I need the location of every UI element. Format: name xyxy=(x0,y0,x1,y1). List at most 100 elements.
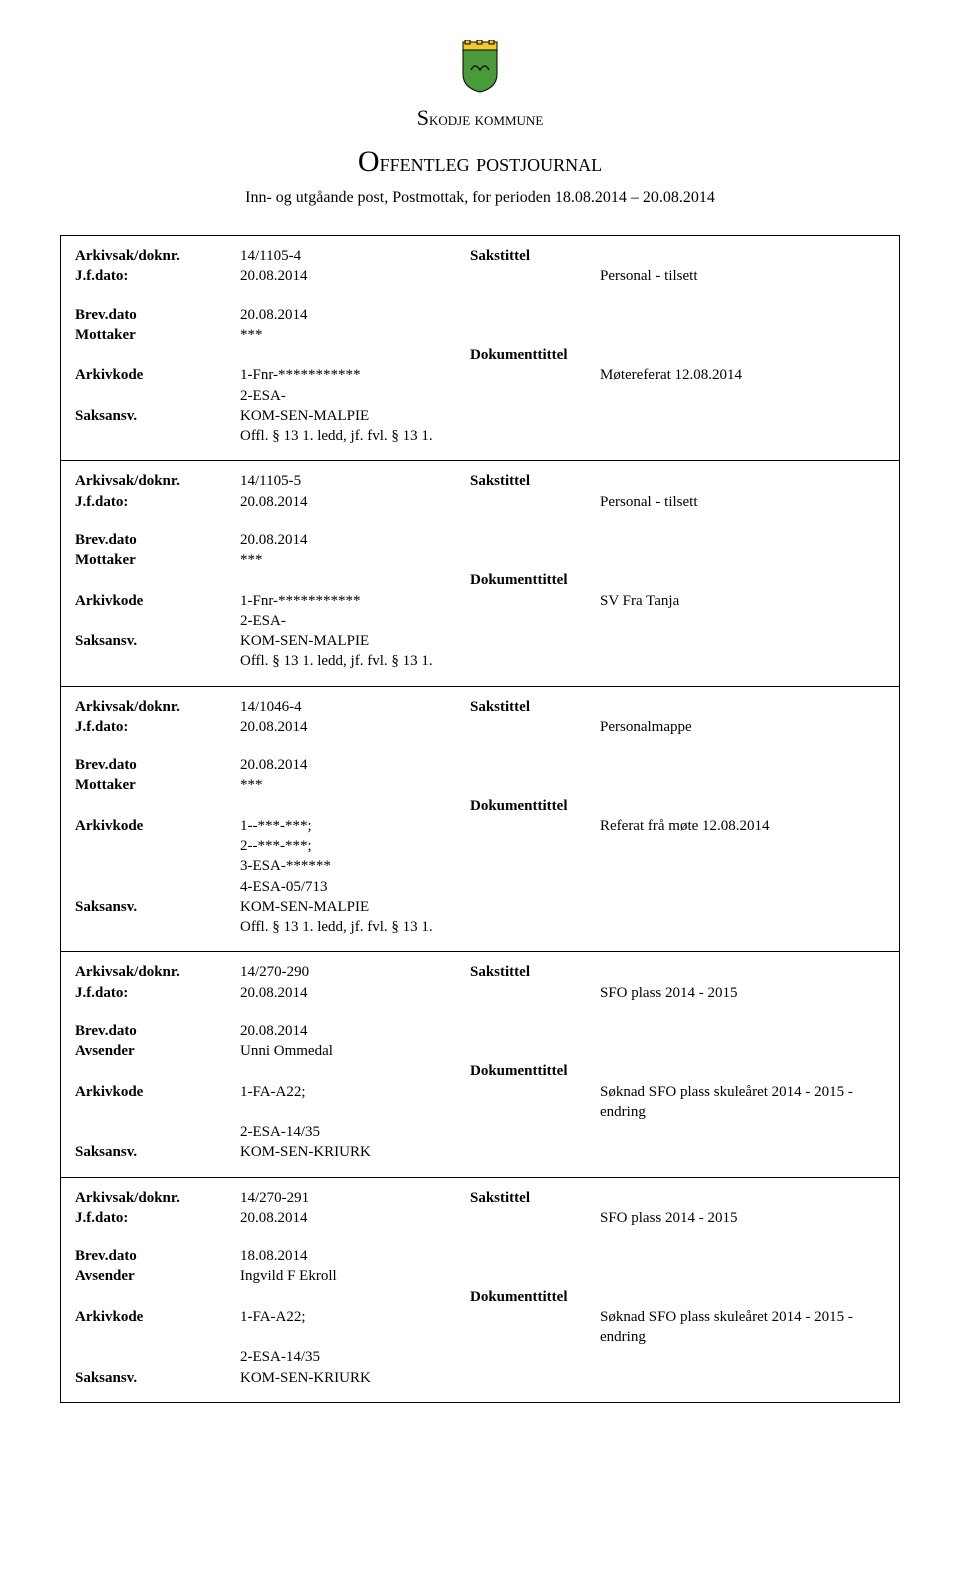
value-arkivsak: 14/270-291 xyxy=(240,1188,470,1208)
row-arkivkode: Arkivkode 1-Fnr-*********** SV Fra Tanja xyxy=(75,591,885,611)
value-sakstittel: Personal - tilsett xyxy=(600,266,885,286)
value-sakstittel: Personal - tilsett xyxy=(600,492,885,512)
label-arkivsak: Arkivsak/doknr. xyxy=(75,471,240,491)
label-arkivkode: Arkivkode xyxy=(75,1082,240,1123)
value-arkivkode: 1-FA-A22; xyxy=(240,1307,470,1348)
label-dokumenttittel: Dokumenttittel xyxy=(470,345,600,365)
record: Arkivsak/doknr. 14/1105-5 Sakstittel J.f… xyxy=(60,460,900,686)
spacer xyxy=(470,1208,600,1228)
value-dokumenttittel: Søknad SFO plass skuleåret 2014 - 2015 -… xyxy=(600,1082,885,1123)
value-brevdato: 20.08.2014 xyxy=(240,755,470,775)
spacer xyxy=(470,717,600,737)
value-brevdato: 20.08.2014 xyxy=(240,530,470,550)
label-sakstittel: Sakstittel xyxy=(470,962,600,982)
label-brevdato: Brev.dato xyxy=(75,1246,240,1266)
row-arkivkode-cont: 2-ESA-14/35 xyxy=(75,1122,885,1142)
row-saksansv: Saksansv. KOM-SEN-MALPIE xyxy=(75,897,885,917)
value-arkivkode-cont: 2--***-***; xyxy=(240,836,470,856)
row-arkivsak: Arkivsak/doknr. 14/1046-4 Sakstittel xyxy=(75,697,885,717)
spacer xyxy=(470,266,600,286)
value-sakstittel: SFO plass 2014 - 2015 xyxy=(600,1208,885,1228)
records-container: Arkivsak/doknr. 14/1105-4 Sakstittel J.f… xyxy=(60,235,900,1403)
label-party: Mottaker xyxy=(75,775,240,795)
row-jfdato: J.f.dato: 20.08.2014 Personal - tilsett xyxy=(75,492,885,512)
label-dokumenttittel: Dokumenttittel xyxy=(470,1287,600,1307)
row-brevdato: Brev.dato 20.08.2014 xyxy=(75,305,885,325)
label-party: Avsender xyxy=(75,1041,240,1061)
value-saksansv: KOM-SEN-MALPIE xyxy=(240,406,470,426)
label-arkivsak: Arkivsak/doknr. xyxy=(75,246,240,266)
row-brevdato: Brev.dato 20.08.2014 xyxy=(75,530,885,550)
spacer xyxy=(75,651,240,671)
value-arkivkode: 1-FA-A22; xyxy=(240,1082,470,1123)
spacer xyxy=(75,1122,240,1142)
value-sakstittel-empty xyxy=(600,962,885,982)
spacer xyxy=(470,1307,600,1348)
value-arkivkode-cont: 3-ESA-****** xyxy=(240,856,470,876)
spacer xyxy=(240,1287,470,1307)
spacer xyxy=(470,492,600,512)
label-saksansv: Saksansv. xyxy=(75,631,240,651)
value-arkivsak: 14/270-290 xyxy=(240,962,470,982)
row-dokumenttittel-label: Dokumenttittel xyxy=(75,796,885,816)
value-jfdato: 20.08.2014 xyxy=(240,717,470,737)
spacer-row xyxy=(75,737,885,755)
row-dokumenttittel-label: Dokumenttittel xyxy=(75,570,885,590)
label-arkivkode: Arkivkode xyxy=(75,816,240,836)
row-party: Mottaker *** xyxy=(75,325,885,345)
row-brevdato: Brev.dato 18.08.2014 xyxy=(75,1246,885,1266)
row-arkivkode: Arkivkode 1--***-***; Referat frå møte 1… xyxy=(75,816,885,836)
value-party: Ingvild F Ekroll xyxy=(240,1266,470,1286)
label-sakstittel: Sakstittel xyxy=(470,1188,600,1208)
label-brevdato: Brev.dato xyxy=(75,530,240,550)
value-sakstittel-empty xyxy=(600,1188,885,1208)
spacer-row xyxy=(75,1003,885,1021)
row-dokumenttittel-label: Dokumenttittel xyxy=(75,345,885,365)
row-arkivkode-cont: 2-ESA- xyxy=(75,386,885,406)
record: Arkivsak/doknr. 14/270-291 Sakstittel J.… xyxy=(60,1177,900,1403)
value-dokumenttittel: Søknad SFO plass skuleåret 2014 - 2015 -… xyxy=(600,1307,885,1348)
value-arkivkode-cont: 2-ESA-14/35 xyxy=(240,1122,470,1142)
label-dokumenttittel: Dokumenttittel xyxy=(470,796,600,816)
value-saksansv: KOM-SEN-MALPIE xyxy=(240,897,470,917)
row-arkivkode: Arkivkode 1-FA-A22; Søknad SFO plass sku… xyxy=(75,1307,885,1348)
value-party: *** xyxy=(240,325,470,345)
shield-logo-icon xyxy=(457,40,503,99)
label-saksansv: Saksansv. xyxy=(75,1368,240,1388)
spacer xyxy=(240,345,470,365)
value-sakstittel-empty xyxy=(600,246,885,266)
value-sakstittel: Personalmappe xyxy=(600,717,885,737)
row-offl: Offl. § 13 1. ledd, jf. fvl. § 13 1. xyxy=(75,917,885,937)
label-sakstittel: Sakstittel xyxy=(470,471,600,491)
row-arkivsak: Arkivsak/doknr. 14/1105-5 Sakstittel xyxy=(75,471,885,491)
record: Arkivsak/doknr. 14/270-290 Sakstittel J.… xyxy=(60,951,900,1177)
value-arkivsak: 14/1105-4 xyxy=(240,246,470,266)
label-jfdato: J.f.dato: xyxy=(75,1208,240,1228)
row-party: Avsender Unni Ommedal xyxy=(75,1041,885,1061)
label-saksansv: Saksansv. xyxy=(75,1142,240,1162)
value-arkivkode: 1-Fnr-*********** xyxy=(240,591,470,611)
row-arkivkode-cont: 3-ESA-****** xyxy=(75,856,885,876)
value-sakstittel-empty xyxy=(600,471,885,491)
value-brevdato: 20.08.2014 xyxy=(240,305,470,325)
value-dokumenttittel: Møtereferat 12.08.2014 xyxy=(600,365,885,385)
value-jfdato: 20.08.2014 xyxy=(240,492,470,512)
spacer xyxy=(240,796,470,816)
label-arkivsak: Arkivsak/doknr. xyxy=(75,962,240,982)
value-dokumenttittel: SV Fra Tanja xyxy=(600,591,885,611)
page-title-rest: ffentleg postjournal xyxy=(380,148,603,177)
label-arkivkode: Arkivkode xyxy=(75,591,240,611)
spacer xyxy=(240,570,470,590)
row-saksansv: Saksansv. KOM-SEN-MALPIE xyxy=(75,631,885,651)
value-arkivkode-cont: 2-ESA- xyxy=(240,611,470,631)
label-jfdato: J.f.dato: xyxy=(75,266,240,286)
label-arkivsak: Arkivsak/doknr. xyxy=(75,697,240,717)
label-arkivkode: Arkivkode xyxy=(75,365,240,385)
value-arkivsak: 14/1046-4 xyxy=(240,697,470,717)
row-jfdato: J.f.dato: 20.08.2014 Personalmappe xyxy=(75,717,885,737)
spacer xyxy=(75,426,240,446)
label-party: Mottaker xyxy=(75,325,240,345)
row-dokumenttittel-label: Dokumenttittel xyxy=(75,1287,885,1307)
label-brevdato: Brev.dato xyxy=(75,755,240,775)
row-arkivkode: Arkivkode 1-FA-A22; Søknad SFO plass sku… xyxy=(75,1082,885,1123)
